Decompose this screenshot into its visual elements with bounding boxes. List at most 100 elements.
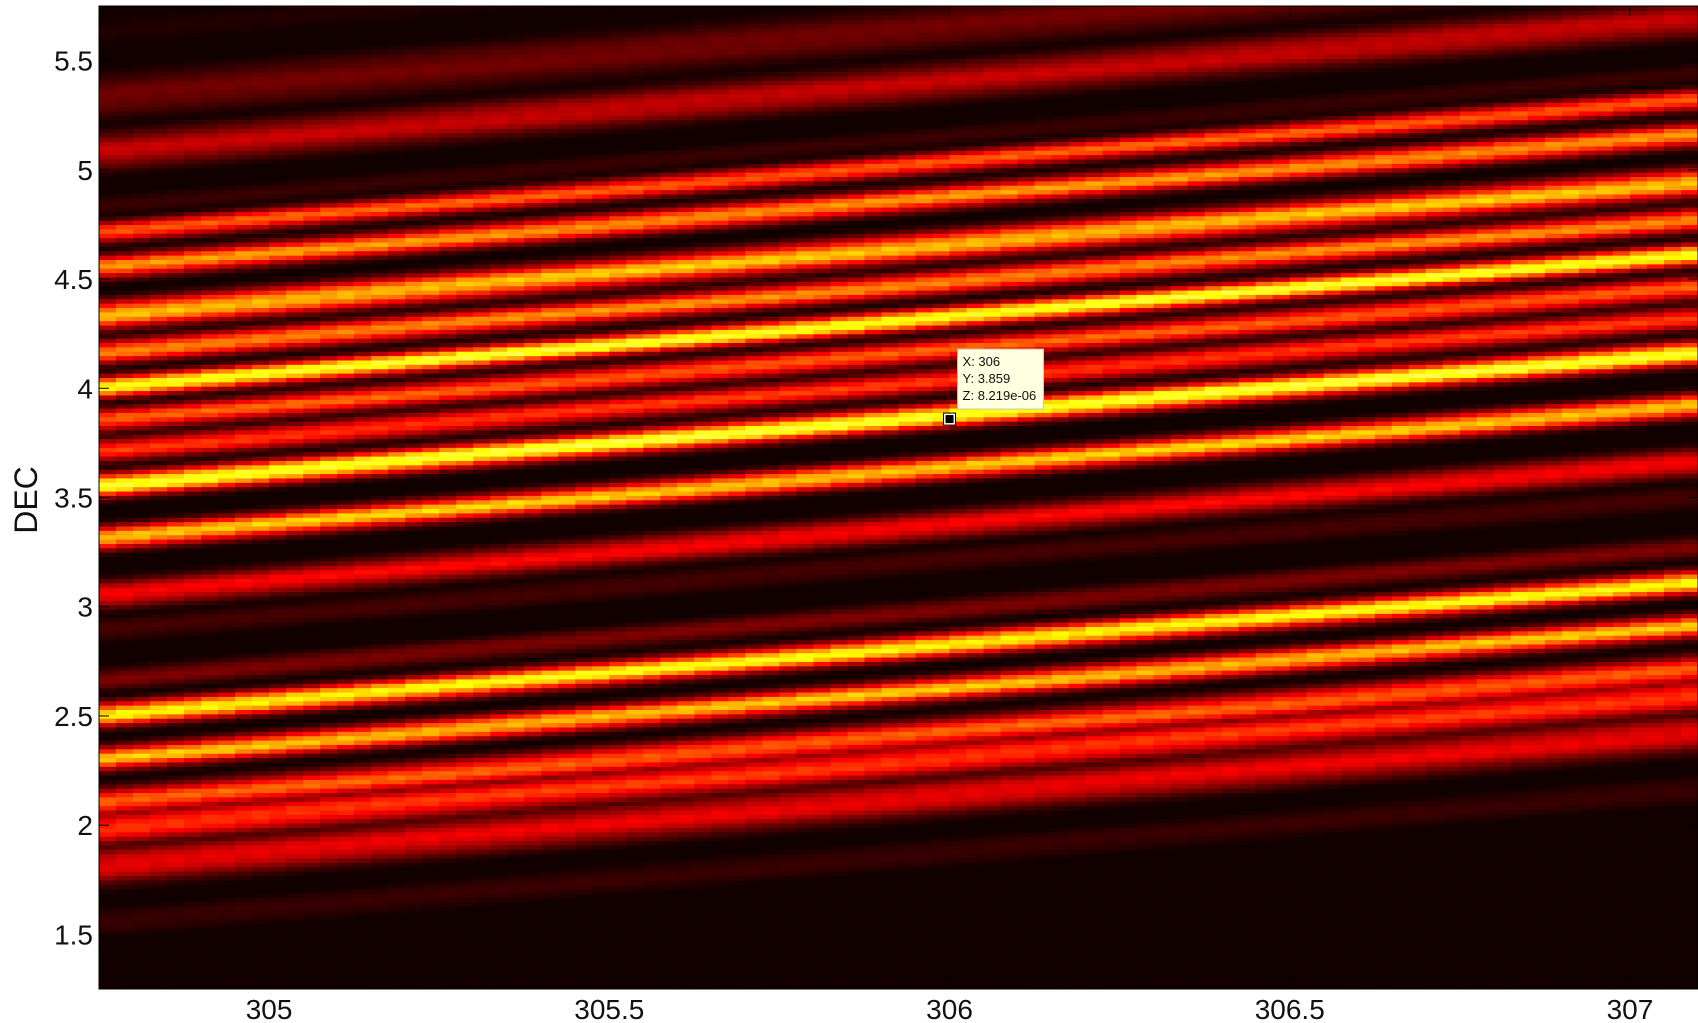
heatmap-cell [439,600,457,606]
heatmap-cell [320,949,338,955]
heatmap-cell [167,892,185,898]
heatmap-cell [422,967,440,973]
heatmap-cell [167,268,185,274]
heatmap-cell [116,844,134,850]
heatmap-cell [388,954,406,960]
heatmap-cell [99,543,117,549]
heatmap-cell [201,914,219,920]
plot-area[interactable] [99,0,1698,990]
heatmap-cell [439,351,457,357]
heatmap-cell [218,984,236,989]
heatmap-cell [456,141,474,147]
heatmap-cell [150,84,168,90]
heatmap-cell [439,853,457,859]
heatmap-cell [99,49,117,55]
heatmap-cell [303,84,321,90]
heatmap-cell [371,281,389,287]
heatmap-cell [218,40,236,46]
heatmap-cell [252,827,270,833]
heatmap-cell [235,587,253,593]
heatmap-cell [252,421,270,427]
heatmap-cell [167,905,185,911]
heatmap-cell [337,940,355,946]
heatmap-cell [167,294,185,300]
heatmap-cell [371,897,389,903]
heatmap-cell [337,303,355,309]
heatmap-cell [235,569,253,575]
heatmap-cell [133,36,151,42]
heatmap-cell [167,635,185,641]
heatmap-cell [201,862,219,868]
heatmap-cell [439,451,457,457]
heatmap-cell [422,224,440,230]
heatmap-cell [456,560,474,566]
heatmap-cell [286,246,304,252]
heatmap-cell [422,145,440,151]
heatmap-cell [320,836,338,842]
heatmap-cell [99,272,117,278]
heatmap-cell [371,394,389,400]
heatmap-cell [422,97,440,103]
heatmap-cell [371,115,389,121]
heatmap-cell [388,726,406,732]
heatmap-cell [388,534,406,540]
heatmap-cell [422,914,440,920]
heatmap-cell [354,591,372,597]
heatmap-cell [456,761,474,767]
heatmap-cell [150,438,168,444]
heatmap-cell [439,630,457,636]
heatmap-cell [252,163,270,169]
heatmap-cell [371,150,389,156]
heatmap-cell [116,705,134,710]
heatmap-cell [456,975,474,981]
heatmap-cell [235,731,253,737]
heatmap-cell [320,560,338,566]
heatmap-cell [167,482,185,488]
heatmap-cell [184,263,202,269]
heatmap-cell [269,691,287,697]
heatmap-cell [218,342,236,348]
heatmap-cell [167,403,185,409]
heatmap-cell [184,635,202,641]
heatmap-cell [184,429,202,435]
heatmap-cell [354,569,372,575]
heatmap-cell [422,67,440,73]
heatmap-cell [439,368,457,374]
heatmap-cell [201,722,219,728]
heatmap-cell [184,255,202,260]
heatmap-cell [269,801,287,807]
heatmap-cell [269,486,287,492]
heatmap-cell [116,954,134,960]
heatmap-cell [252,172,270,177]
heatmap-cell [167,377,185,383]
heatmap-cell [269,368,287,374]
heatmap-cell [116,700,134,706]
heatmap-cell [218,543,236,549]
heatmap-cell [133,45,151,51]
heatmap-cell [235,604,253,610]
heatmap-cell [150,495,168,501]
heatmap-cell [422,840,440,846]
heatmap-cell [133,416,151,422]
heatmap-cell [201,75,219,81]
heatmap-cell [405,185,423,191]
heatmap-cell [337,32,355,38]
heatmap-cell [354,303,372,309]
heatmap-cell [337,582,355,588]
heatmap-cell [354,255,372,260]
heatmap-cell [218,71,236,77]
heatmap-cell [116,661,134,667]
heatmap-cell [439,180,457,186]
heatmap-cell [150,932,168,938]
heatmap-cell [456,853,474,859]
heatmap-cell [337,464,355,470]
heatmap-cell [303,779,321,785]
heatmap-cell [303,399,321,405]
heatmap-cell [371,744,389,750]
heatmap-cell [133,97,151,103]
heatmap-cell [371,827,389,833]
heatmap-cell [218,346,236,352]
heatmap-cell [218,259,236,265]
heatmap-cell [371,565,389,571]
heatmap-cell [252,425,270,431]
